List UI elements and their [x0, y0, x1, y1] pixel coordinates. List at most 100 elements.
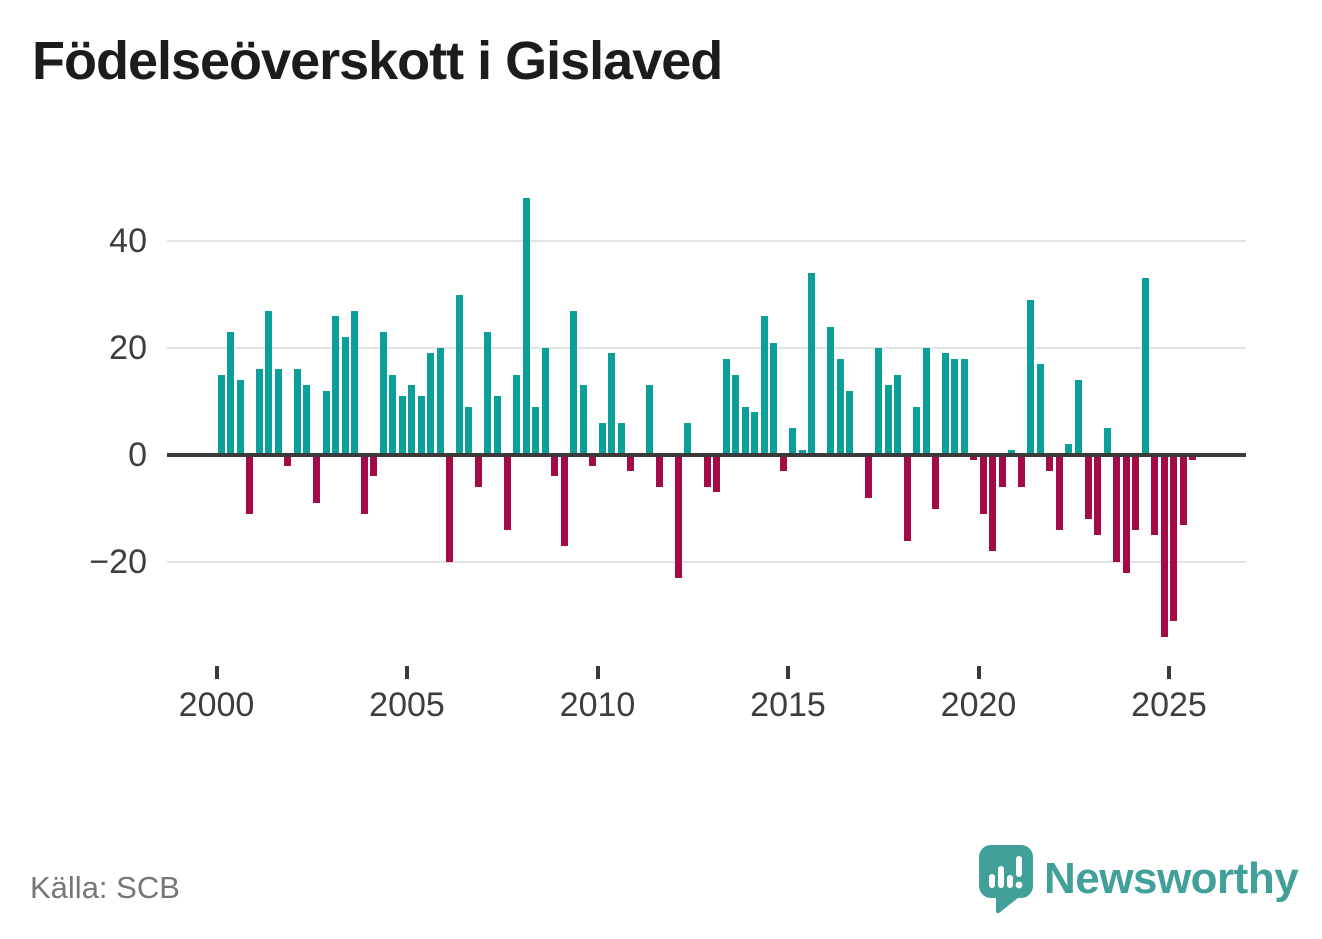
bar-2023q3: [1113, 455, 1121, 562]
bar-glyph-1: [989, 874, 995, 888]
bar-2007q2: [493, 396, 501, 455]
bar-2006q1: [446, 455, 454, 562]
bar-2002q4: [322, 390, 330, 455]
bar-2020q2: [989, 455, 997, 552]
x-axis-label-2005: 2005: [369, 686, 445, 724]
bar-2025q3: [1189, 455, 1197, 461]
x-axis-line: [167, 453, 1246, 457]
bar-2009q3: [579, 385, 587, 455]
newsworthy-logo-icon: [979, 845, 1033, 914]
bar-2007q3: [503, 455, 511, 530]
bar-2018q3: [922, 348, 930, 455]
bar-2009q2: [570, 310, 578, 455]
bar-2014q4: [779, 455, 787, 472]
y-axis-label-20: 20: [109, 329, 147, 367]
bar-2024q1: [1132, 455, 1140, 530]
bar-2000q1: [217, 374, 225, 455]
bar-2019q4: [970, 455, 978, 461]
bar-2006q2: [455, 294, 463, 455]
bar-2008q4: [551, 455, 559, 477]
bar-2020q3: [998, 455, 1006, 488]
bar-2022q3: [1075, 380, 1082, 455]
bar-2019q3: [960, 358, 968, 455]
bar-2001q3: [274, 369, 282, 455]
bar-2002q3: [313, 455, 320, 504]
bar-2009q1: [560, 455, 568, 546]
bar-2010q1: [598, 422, 606, 455]
bar-2023q2: [1103, 428, 1111, 455]
bar-2021q1: [1017, 455, 1025, 488]
x-tick-2020: [976, 666, 981, 679]
bar-2017q3: [884, 385, 892, 455]
bar-2003q1: [332, 315, 340, 455]
bar-glyph-2: [998, 866, 1004, 888]
bar-2024q3: [1151, 455, 1159, 536]
bar-2001q1: [255, 369, 263, 455]
bar-2010q2: [608, 353, 616, 455]
bar-2014q1: [751, 412, 759, 455]
bar-2020q4: [1008, 449, 1016, 455]
bar-2000q4: [246, 455, 254, 514]
bar-2024q2: [1141, 278, 1149, 455]
bar-2025q1: [1170, 455, 1178, 621]
bar-2017q4: [894, 374, 902, 455]
bar-2010q3: [617, 422, 625, 455]
bar-2001q4: [284, 455, 292, 466]
bar-2007q1: [484, 331, 492, 455]
bar-2014q2: [760, 315, 768, 455]
bar-2005q4: [436, 348, 444, 455]
x-tick-2025: [1167, 666, 1171, 679]
bar-2003q4: [360, 455, 368, 514]
bar-2013q3: [732, 374, 740, 455]
bar-2023q4: [1122, 455, 1130, 573]
bar-2005q1: [408, 385, 416, 455]
bar-2021q3: [1036, 364, 1044, 455]
bar-2002q1: [293, 369, 301, 455]
y-axis-label-40: 40: [109, 222, 147, 260]
bar-2018q4: [932, 455, 940, 509]
bar-glyph-3: [1007, 875, 1013, 888]
bar-2015q3: [808, 273, 816, 455]
bar-2012q1: [674, 455, 682, 579]
exclamation-dot: [1015, 881, 1023, 889]
bar-2017q1: [865, 455, 873, 498]
bar-2019q1: [941, 353, 949, 455]
bar-2017q2: [874, 348, 882, 455]
x-axis-label-2025: 2025: [1131, 686, 1207, 724]
x-tick-2000: [214, 666, 219, 679]
bar-2013q2: [722, 358, 730, 455]
x-axis-label-2015: 2015: [750, 686, 826, 724]
bar-2004q2: [379, 331, 387, 455]
speech-bubble-shape: [979, 845, 1033, 914]
bar-2020q1: [979, 455, 987, 514]
y-axis-label--20: −20: [89, 543, 147, 581]
bar-2021q2: [1027, 299, 1035, 455]
gridline-y20: [167, 347, 1246, 349]
bar-2004q1: [370, 455, 378, 477]
bar-2018q2: [913, 406, 921, 455]
bar-2010q4: [627, 455, 635, 472]
x-axis-label-2010: 2010: [559, 686, 636, 724]
gridline-y40: [167, 240, 1246, 242]
bar-2019q2: [951, 358, 959, 455]
bar-2004q4: [398, 396, 406, 455]
bar-2002q2: [303, 385, 311, 455]
bar-2021q4: [1046, 455, 1054, 472]
bar-2013q1: [713, 455, 721, 493]
bar-2011q2: [646, 385, 654, 455]
bar-2004q3: [389, 374, 397, 455]
bar-2018q1: [903, 455, 911, 541]
exclamation-bar: [1016, 856, 1022, 877]
brand-name: Newsworthy: [1044, 854, 1299, 903]
bar-2005q2: [417, 396, 425, 455]
x-tick-2010: [595, 666, 600, 679]
x-axis-label-2000: 2000: [178, 686, 255, 724]
bar-2022q1: [1055, 455, 1063, 530]
bar-2008q1: [522, 198, 530, 455]
bar-2016q3: [846, 390, 854, 455]
bar-2001q2: [265, 310, 273, 455]
bar-2009q4: [589, 455, 597, 466]
bar-2012q2: [684, 422, 692, 455]
bar-2015q2: [798, 449, 806, 455]
bar-2008q3: [541, 348, 549, 455]
